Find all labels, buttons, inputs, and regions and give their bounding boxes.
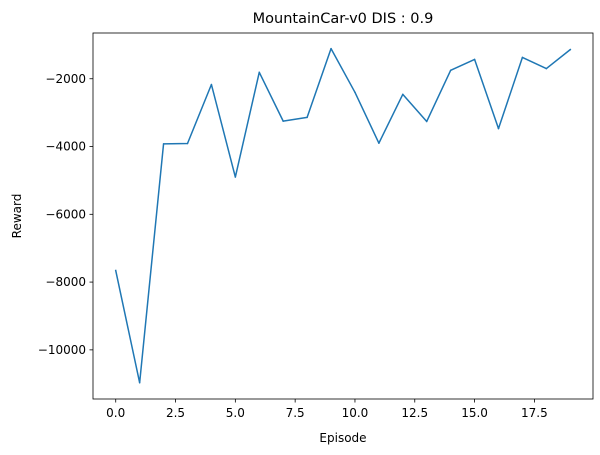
data-point	[258, 71, 261, 74]
data-point	[354, 91, 356, 94]
y-axis-label: Reward	[10, 194, 24, 239]
data-point	[473, 58, 476, 61]
x-axis-label: Episode	[319, 431, 366, 445]
x-tick-label: 7.5	[286, 406, 305, 420]
data-point	[306, 116, 308, 119]
data-point	[330, 47, 332, 50]
chart-title: MountainCar-v0 DIS : 0.9	[253, 11, 434, 27]
plot-area	[93, 33, 593, 399]
x-tick-label: 0.0	[106, 406, 125, 420]
y-tick-label: −10000	[38, 343, 86, 357]
data-point	[378, 142, 380, 144]
series-line	[114, 47, 572, 384]
data-point	[497, 127, 500, 130]
series-points	[114, 47, 572, 384]
y-tick-label: −6000	[45, 207, 86, 221]
data-point	[234, 176, 237, 178]
data-point	[402, 93, 404, 96]
data-point	[449, 69, 452, 72]
y-axis: −10000 −8000 −6000 −4000 −2000	[38, 72, 93, 357]
y-tick-label: −8000	[45, 275, 86, 289]
data-point	[425, 120, 428, 123]
x-tick-label: 10.0	[342, 406, 369, 420]
x-axis: 0.0 2.5 5.0 7.5 10.0 12.5 15.0 17.5	[106, 399, 548, 420]
x-tick-label: 2.5	[166, 406, 185, 420]
x-tick-label: 17.5	[521, 406, 548, 420]
y-tick-label: −2000	[45, 72, 86, 86]
data-point	[162, 143, 165, 145]
data-point	[282, 120, 284, 122]
data-point	[521, 56, 524, 59]
y-tick-label: −4000	[45, 140, 86, 154]
data-point	[210, 83, 213, 86]
data-point	[545, 67, 548, 70]
x-tick-label: 5.0	[226, 406, 245, 420]
plot-frame	[92, 32, 594, 400]
data-point	[186, 142, 189, 145]
data-point	[114, 269, 117, 272]
data-point	[138, 381, 141, 384]
data-point	[569, 48, 572, 51]
x-tick-label: 12.5	[401, 406, 428, 420]
x-tick-label: 15.0	[461, 406, 488, 420]
